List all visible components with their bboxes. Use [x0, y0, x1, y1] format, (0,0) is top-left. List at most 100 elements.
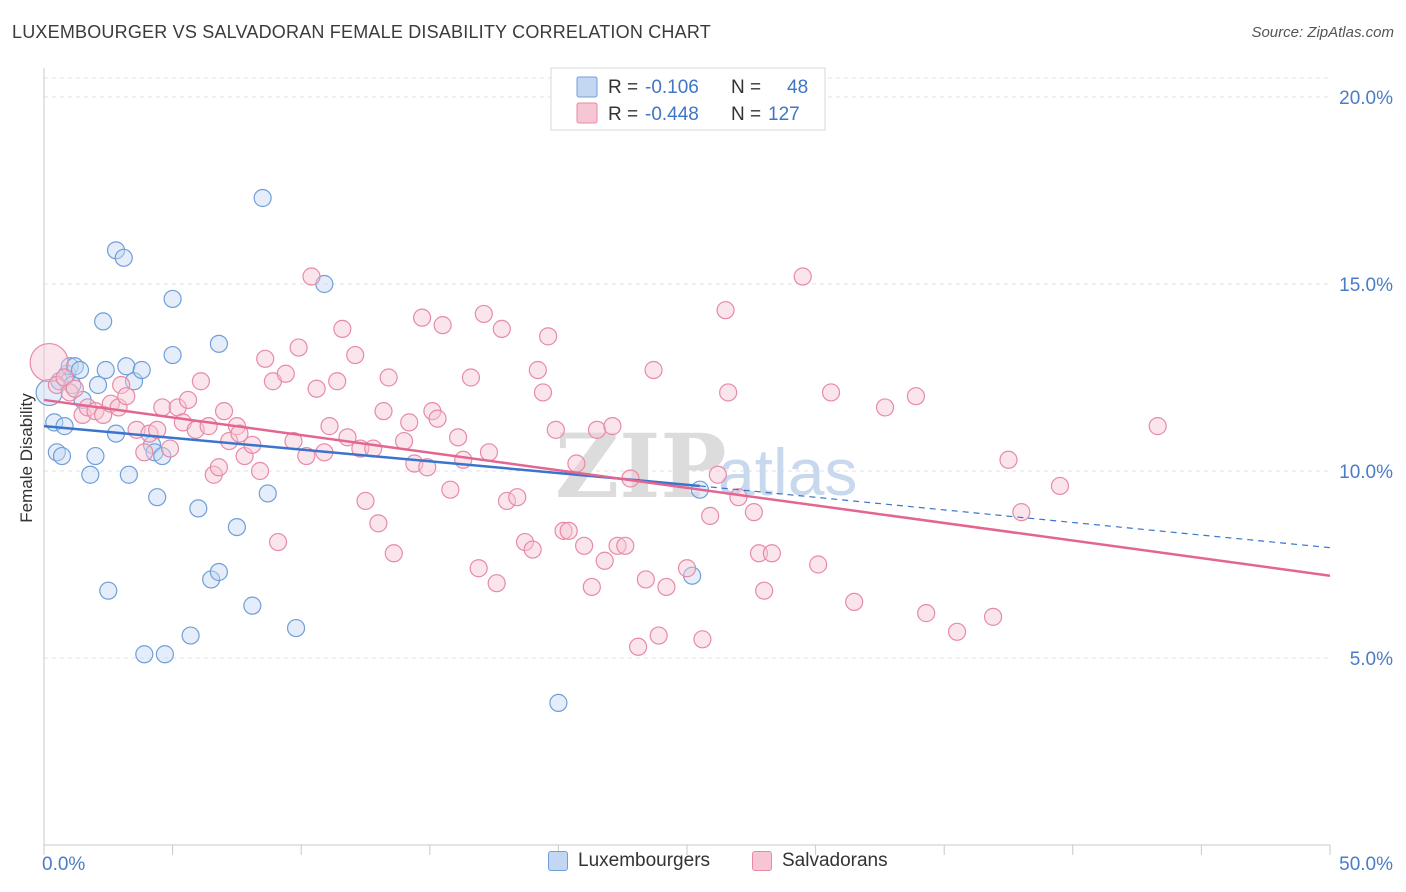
point-salvadorans	[701, 506, 720, 525]
watermark-zip: ZIP	[555, 414, 727, 518]
legend-r-value: -0.106	[645, 77, 699, 98]
point-luxembourgers	[96, 360, 115, 380]
point-salvadorans	[302, 267, 321, 286]
point-luxembourgers	[119, 465, 138, 484]
point-salvadorans	[708, 465, 727, 484]
point-salvadorans	[214, 402, 234, 421]
points-layer	[29, 87, 1167, 712]
legend-swatch-salvadorans	[752, 851, 772, 871]
legend-n-value: 127	[768, 104, 800, 125]
point-salvadorans	[716, 301, 735, 320]
legend-item-salvadorans: Salvadorans	[752, 850, 888, 872]
point-salvadorans	[307, 379, 326, 398]
legend-bottom: Luxembourgers Salvadorans	[0, 850, 1406, 880]
point-salvadorans	[268, 532, 288, 552]
point-salvadorans	[333, 319, 352, 338]
point-salvadorans	[65, 379, 84, 398]
point-salvadorans	[428, 409, 447, 428]
point-salvadorans	[636, 570, 655, 589]
point-salvadorans	[719, 383, 738, 402]
y-tick-label: 15.0%	[1339, 275, 1393, 296]
point-salvadorans	[749, 544, 769, 563]
point-salvadorans	[384, 544, 403, 563]
point-salvadorans	[469, 559, 488, 578]
point-salvadorans	[523, 540, 542, 559]
point-luxembourgers	[81, 465, 100, 484]
point-salvadorans	[199, 417, 218, 436]
point-salvadorans	[400, 413, 419, 432]
point-luxembourgers	[132, 360, 151, 380]
point-salvadorans	[374, 402, 393, 421]
point-luxembourgers	[148, 488, 167, 507]
point-salvadorans	[153, 398, 172, 417]
point-luxembourgers	[253, 188, 272, 208]
legend-swatch-luxembourgers	[548, 851, 568, 871]
point-luxembourgers	[86, 446, 105, 466]
point-salvadorans	[821, 383, 841, 402]
point-salvadorans	[448, 428, 468, 447]
axes-layer	[43, 68, 1331, 855]
legend-label: Salvadorans	[782, 850, 888, 871]
point-salvadorans	[1148, 417, 1167, 436]
point-salvadorans	[608, 536, 627, 555]
point-luxembourgers	[35, 378, 63, 407]
point-salvadorans	[875, 398, 895, 417]
watermark-atlas: atlas	[718, 435, 857, 509]
point-luxembourgers	[94, 312, 113, 331]
point-salvadorans	[616, 536, 635, 555]
point-salvadorans	[441, 480, 460, 499]
point-luxembourgers	[99, 581, 118, 600]
y-tick-label: 10.0%	[1339, 462, 1393, 483]
point-salvadorans	[379, 368, 398, 387]
chart-title: LUXEMBOURGER VS SALVADORAN FEMALE DISABI…	[12, 22, 711, 42]
point-luxembourgers	[181, 626, 200, 645]
point-salvadorans	[649, 626, 668, 645]
point-salvadorans	[644, 360, 663, 380]
point-salvadorans	[479, 443, 499, 462]
point-luxembourgers	[70, 360, 90, 380]
point-salvadorans	[693, 630, 712, 649]
point-luxembourgers	[209, 562, 228, 582]
point-salvadorans	[320, 417, 339, 436]
point-salvadorans	[906, 387, 926, 406]
point-luxembourgers	[155, 645, 174, 664]
trend-line-salvadorans	[43, 398, 1331, 577]
point-luxembourgers	[52, 446, 72, 466]
point-salvadorans	[356, 491, 375, 511]
point-salvadorans	[256, 349, 275, 368]
point-salvadorans	[629, 637, 648, 656]
point-salvadorans	[657, 577, 676, 597]
point-salvadorans	[587, 420, 607, 439]
point-salvadorans	[917, 604, 936, 623]
point-salvadorans	[418, 458, 437, 477]
point-luxembourgers	[153, 446, 172, 466]
point-salvadorans	[1050, 476, 1070, 496]
point-salvadorans	[1012, 503, 1031, 522]
point-salvadorans	[762, 544, 781, 563]
legend-top: R = -0.106 N = 48 R = -0.448 N = 127	[550, 67, 826, 131]
point-salvadorans	[845, 592, 864, 612]
point-salvadorans	[497, 491, 517, 511]
tick-labels: 5.0% 10.0% 15.0% 20.0% 0.0% 50.0%	[42, 88, 1393, 875]
point-luxembourgers	[55, 417, 74, 436]
x-tick-label: 0.0%	[42, 854, 85, 875]
point-salvadorans	[394, 431, 414, 451]
point-salvadorans	[276, 364, 295, 383]
point-salvadorans	[533, 383, 553, 402]
legend-r-label: R =	[608, 77, 638, 98]
point-salvadorans	[983, 607, 1003, 626]
point-salvadorans	[112, 375, 131, 395]
point-salvadorans	[487, 574, 506, 593]
point-salvadorans	[433, 316, 452, 335]
legend-swatch-luxembourgers	[576, 76, 598, 98]
point-salvadorans	[744, 503, 763, 522]
legend-swatch-salvadorans	[576, 102, 598, 124]
point-salvadorans	[528, 360, 547, 380]
point-salvadorans	[575, 536, 594, 555]
legend-r-label: R =	[608, 104, 638, 125]
point-luxembourgers	[106, 241, 126, 260]
point-salvadorans	[508, 488, 527, 507]
point-luxembourgers	[202, 570, 221, 589]
point-salvadorans	[135, 443, 154, 462]
point-salvadorans	[947, 622, 967, 641]
